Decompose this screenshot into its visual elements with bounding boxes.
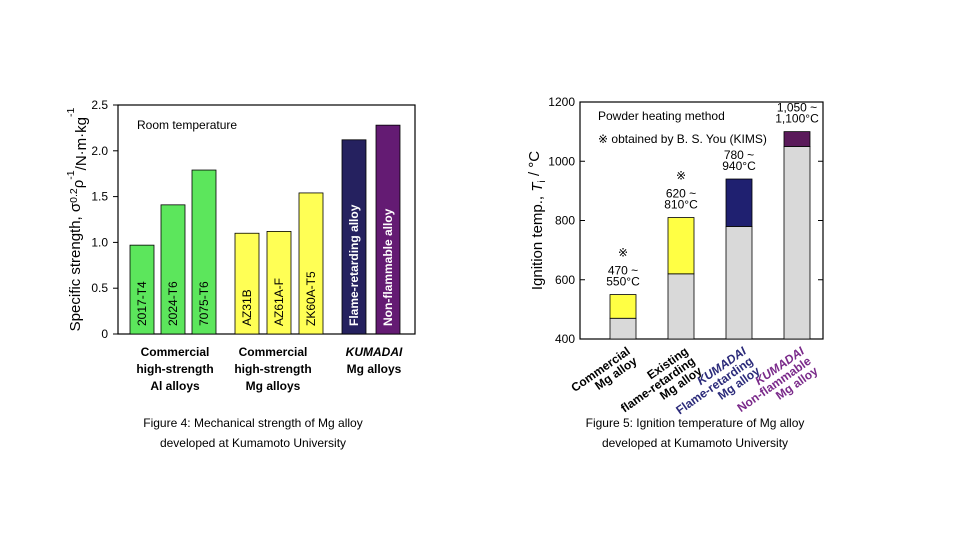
y-tick-label: 1.5 — [91, 190, 108, 204]
y-tick-label: 2.5 — [91, 98, 108, 112]
caption: Figure 5: Ignition temperature of Mg all… — [586, 416, 805, 430]
y-tick-label: 800 — [555, 214, 575, 228]
group-label: Commercial — [141, 345, 210, 359]
bar-range — [725, 178, 753, 227]
note-mark: ※ — [676, 169, 686, 183]
y-tick-label: 0.5 — [91, 281, 108, 295]
caption: Figure 4: Mechanical strength of Mg allo… — [143, 416, 362, 430]
y-tick-label: 1.0 — [91, 235, 108, 249]
bar — [129, 244, 155, 335]
y-axis-label-part: i — [536, 180, 548, 182]
y-axis-label-part: T — [529, 181, 546, 192]
bar-label: 2024-T6 — [166, 281, 180, 326]
y-tick-label: 600 — [555, 273, 575, 287]
group-label: KUMADAI — [346, 345, 403, 359]
note-mark: ※ — [618, 246, 628, 260]
range-label: 810°C — [664, 198, 698, 212]
bar-label: ZK60A-T5 — [304, 271, 318, 326]
y-axis-label-part: 0.2 — [68, 188, 80, 203]
y-axis-label-part: -1 — [65, 170, 77, 179]
annotation: ※ obtained by B. S. You (KIMS) — [598, 132, 767, 146]
y-tick-label: 1000 — [548, 154, 575, 168]
bar-label: Flame-retarding alloy — [347, 204, 361, 326]
annotation: Room temperature — [137, 118, 237, 132]
bar-range — [609, 294, 637, 319]
bar-label: Non-flammable alloy — [381, 208, 395, 326]
bar-base — [725, 226, 753, 340]
y-axis-label-part: Ignition temp., — [529, 192, 546, 290]
group-label: Mg alloys — [347, 362, 402, 376]
y-axis-label-part: / °C — [526, 151, 543, 181]
range-label: 1,050 ~ — [777, 101, 817, 115]
range-label: 550°C — [606, 275, 640, 289]
bar-label: 2017-T4 — [135, 281, 149, 326]
plot-frame — [117, 104, 416, 335]
annotation: Powder heating method — [598, 109, 725, 123]
range-label: 620 ~ — [666, 187, 696, 201]
bar-base — [783, 146, 811, 340]
y-axis-label-part: /N·m·kg — [73, 117, 90, 170]
bar — [191, 169, 217, 335]
y-axis-label-part: ρ — [70, 180, 87, 189]
y-tick-label: 2.0 — [91, 144, 108, 158]
range-label: 1,100°C — [775, 112, 819, 126]
caption: developed at Kumamoto University — [602, 436, 788, 450]
bar — [341, 139, 367, 335]
y-axis-label: Ignition temp., Ti / °C — [526, 151, 548, 290]
bar-label: AZ61A-F — [272, 278, 286, 326]
bar-base — [609, 317, 637, 340]
group-label: Mg alloys — [246, 379, 301, 393]
bar — [160, 204, 186, 335]
range-label: 470 ~ — [608, 264, 638, 278]
bar — [266, 231, 292, 335]
bar-base — [667, 273, 695, 340]
range-label: 940°C — [722, 159, 756, 173]
y-axis-label-part: Specific strength, σ — [67, 202, 84, 331]
bar-label: 7075-T6 — [197, 281, 211, 326]
y-axis-label-part: -1 — [65, 108, 77, 117]
range-label: 780 ~ — [724, 148, 754, 162]
bar — [298, 192, 324, 335]
group-label: high-strength — [234, 362, 311, 376]
bar — [375, 124, 401, 335]
bar-range — [667, 217, 695, 275]
bar — [234, 232, 260, 335]
bar-range — [783, 131, 811, 147]
group-label: Commercial — [239, 345, 308, 359]
y-tick-label: 400 — [555, 332, 575, 346]
bar-label: AZ31B — [240, 289, 254, 326]
y-axis-label: Specific strength, σ0.2ρ-1/N·m·kg-1 — [65, 108, 90, 332]
group-label: Al alloys — [150, 379, 200, 393]
y-tick-label: 1200 — [548, 95, 575, 109]
group-label: high-strength — [136, 362, 213, 376]
caption: developed at Kumamoto University — [160, 436, 346, 450]
y-tick-label: 0 — [101, 327, 108, 341]
